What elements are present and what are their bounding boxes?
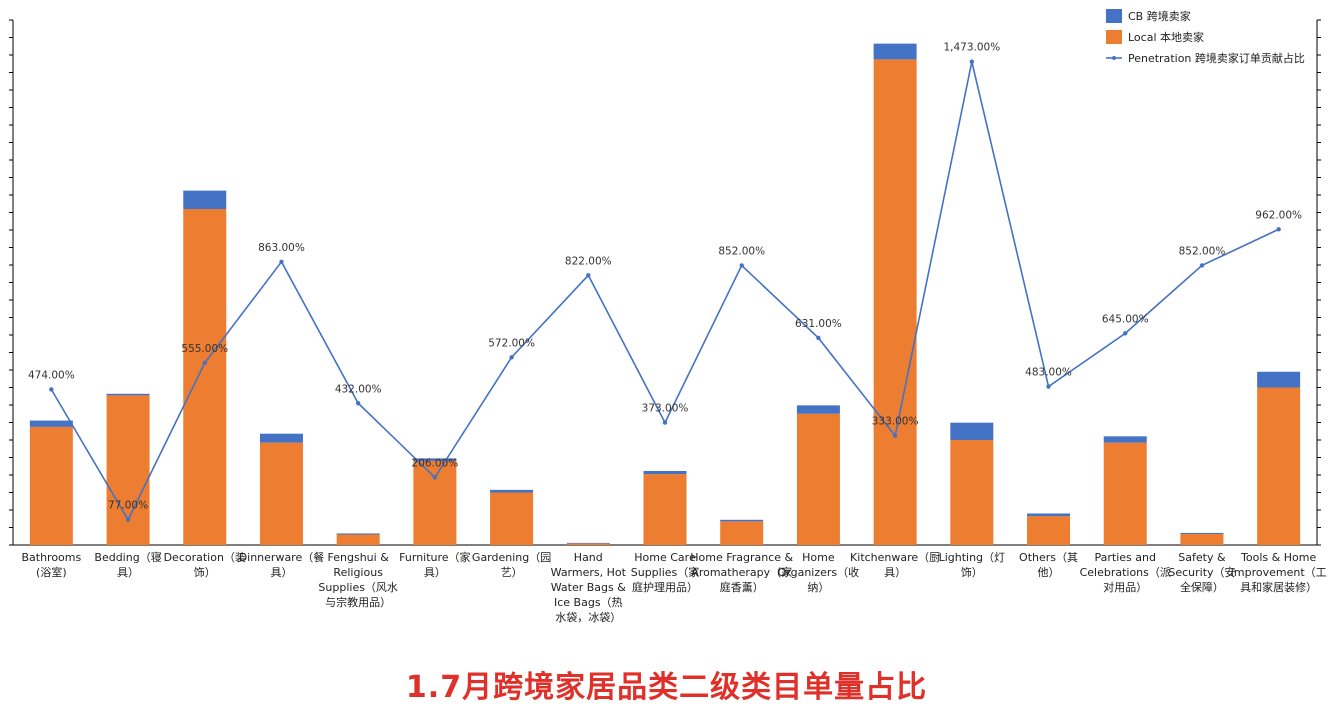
bar-local-seller: [950, 440, 994, 545]
bar-local-seller: [873, 59, 917, 545]
penetration-value-label: 77.00%: [108, 500, 148, 512]
penetration-value-label: 631.00%: [795, 318, 842, 330]
penetration-value-label: 822.00%: [565, 255, 612, 267]
penetration-point: [586, 273, 591, 278]
penetration-point: [509, 355, 514, 360]
legend: CB 跨境卖家 Local 本地卖家 Penetration 跨境卖家订单贡献占比: [1106, 9, 1305, 65]
penetration-value-label: 1,473.00%: [943, 42, 1000, 54]
penetration-value-label: 852.00%: [1179, 245, 1226, 257]
penetration-line-series: 474.00% 77.00% 555.00% 863.00% 432.00% 206.00…: [28, 42, 1302, 522]
category-label: Safety & Security（安全保障）: [1168, 551, 1235, 594]
bar-cb-seller: [643, 470, 687, 475]
bar-cb-seller: [873, 43, 917, 60]
bar-cb-seller: [336, 533, 380, 535]
penetration-value-label: 432.00%: [335, 383, 382, 395]
penetration-value-label: 206.00%: [412, 457, 459, 469]
category-label: Bathrooms (浴室): [21, 551, 81, 579]
bar-local-seller: [183, 209, 227, 545]
bar-local-seller: [643, 474, 687, 545]
bar-local-seller: [336, 534, 380, 545]
penetration-point: [816, 335, 821, 341]
category-label: Home Organizers（收纳）: [778, 551, 860, 594]
penetration-value-label: 555.00%: [181, 343, 228, 355]
bar-local-seller: [106, 395, 150, 545]
penetration-point: [49, 387, 54, 392]
bar-cb-seller: [720, 519, 764, 522]
category-label: Fengshui & Religious Supplies（风水与宗教用品）: [318, 551, 398, 609]
category-label: Kitchenware（厨具）: [850, 551, 940, 579]
bar-local-seller: [413, 461, 457, 545]
legend-label: Penetration 跨境卖家订单贡献占比: [1128, 51, 1305, 65]
bar-cb-seller: [1027, 513, 1071, 517]
penetration-point: [125, 517, 131, 522]
category-label: Parties and Celebrations（派对用品）: [1080, 551, 1171, 594]
category-label: Dinnerware（餐具）: [239, 550, 325, 579]
category-label: Home Care Supplies（家庭护理用品）: [631, 551, 700, 594]
penetration-point: [279, 259, 284, 265]
bar-cb-seller: [566, 542, 610, 544]
penetration-point: [662, 420, 668, 425]
bar-cb-seller: [29, 420, 73, 427]
legend-label: Local 本地卖家: [1128, 30, 1204, 44]
chart-title: 1.7月跨境家居品类二级类目单量占比: [405, 670, 928, 705]
penetration-point: [432, 475, 438, 480]
bar-local-seller: [1257, 387, 1301, 545]
legend-swatch: [1106, 30, 1122, 44]
penetration-value-label: 373.00%: [642, 403, 689, 415]
bar-cb-seller: [106, 393, 150, 396]
bar-local-seller: [259, 442, 303, 545]
bar-cb-seller: [796, 405, 840, 414]
bar-cb-seller: [259, 433, 303, 443]
penetration-value-label: 645.00%: [1102, 313, 1149, 325]
category-label: Lighting（灯饰）: [939, 551, 1005, 579]
bar-cb-seller: [183, 190, 227, 209]
bar-local-seller: [1103, 442, 1147, 545]
penetration-value-label: 483.00%: [1025, 367, 1072, 379]
penetration-line: [50, 61, 1279, 522]
legend-line-marker: [1112, 56, 1116, 60]
penetration-value-label: 572.00%: [488, 337, 535, 349]
penetration-point: [1276, 227, 1281, 232]
penetration-value-label: 852.00%: [718, 245, 765, 257]
penetration-point: [739, 263, 744, 268]
bar-local-seller: [1180, 533, 1224, 545]
penetration-point: [1123, 331, 1128, 336]
bar-local-seller: [720, 521, 764, 545]
category-label: Furniture（家具）: [399, 550, 470, 579]
penetration-point: [1046, 384, 1051, 389]
legend-label: CB 跨境卖家: [1128, 9, 1191, 23]
penetration-point: [892, 433, 898, 438]
bar-cb-seller: [950, 422, 994, 440]
bar-cb-seller: [1103, 436, 1147, 443]
bar-local-seller: [796, 413, 840, 545]
bar-cb-seller: [1257, 371, 1301, 388]
bar-series: [29, 43, 1301, 545]
category-label: Home Fragrance & Aromatherapy（家庭香薰）: [690, 551, 793, 594]
penetration-point: [969, 59, 975, 64]
category-label: Gardening（园艺）: [472, 551, 551, 579]
bar-cb-seller: [413, 458, 457, 461]
bar-local-seller: [490, 492, 534, 545]
category-label: Others（其他）: [1019, 551, 1078, 579]
category-label: Tools & Home Improvement（工具和家居装修）: [1231, 551, 1327, 594]
penetration-point: [1199, 263, 1205, 268]
category-labels: Bathrooms (浴室) Bedding（寝具）Decoration（装饰）Di…: [21, 550, 1326, 624]
legend-swatch: [1106, 9, 1122, 23]
category-label: Hand Warmers, Hot Water Bags & Ice Bags（热水袋…: [551, 551, 627, 624]
bar-cb-seller: [1180, 532, 1224, 534]
penetration-point: [202, 360, 207, 366]
penetration-point: [355, 401, 361, 406]
penetration-value-label: 333.00%: [872, 416, 919, 428]
bar-local-seller: [29, 426, 73, 545]
penetration-value-label: 962.00%: [1255, 209, 1302, 221]
penetration-value-label: 863.00%: [258, 242, 305, 254]
bar-local-seller: [1027, 516, 1071, 545]
category-label: Decoration（装饰）: [164, 551, 246, 579]
bar-cb-seller: [490, 489, 534, 493]
penetration-value-label: 474.00%: [28, 369, 75, 381]
category-label: Bedding（寝具）: [94, 550, 161, 579]
bar-local-seller: [566, 543, 610, 545]
